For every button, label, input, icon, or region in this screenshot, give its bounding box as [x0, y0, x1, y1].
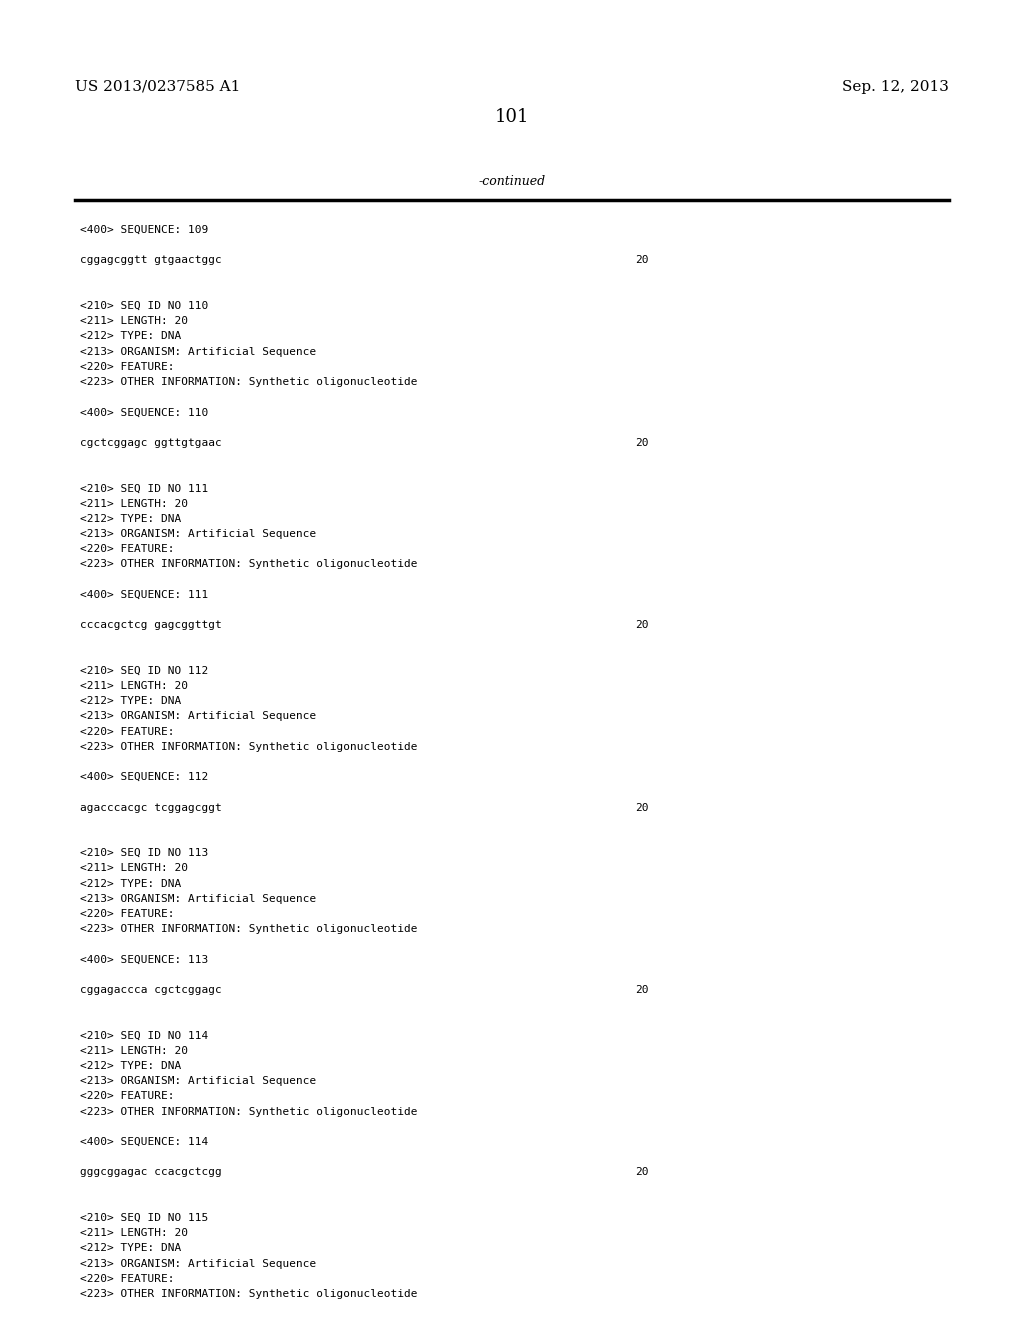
Text: <211> LENGTH: 20: <211> LENGTH: 20	[80, 863, 188, 874]
Text: cggagcggtt gtgaactggc: cggagcggtt gtgaactggc	[80, 255, 222, 265]
Text: cgctcggagc ggttgtgaac: cgctcggagc ggttgtgaac	[80, 438, 222, 447]
Text: <223> OTHER INFORMATION: Synthetic oligonucleotide: <223> OTHER INFORMATION: Synthetic oligo…	[80, 560, 418, 569]
Text: <210> SEQ ID NO 110: <210> SEQ ID NO 110	[80, 301, 208, 312]
Text: -continued: -continued	[478, 176, 546, 187]
Text: <212> TYPE: DNA: <212> TYPE: DNA	[80, 879, 181, 888]
Text: <212> TYPE: DNA: <212> TYPE: DNA	[80, 1243, 181, 1254]
Text: <212> TYPE: DNA: <212> TYPE: DNA	[80, 1061, 181, 1071]
Text: <223> OTHER INFORMATION: Synthetic oligonucleotide: <223> OTHER INFORMATION: Synthetic oligo…	[80, 1106, 418, 1117]
Text: <220> FEATURE:: <220> FEATURE:	[80, 1274, 174, 1284]
Text: <211> LENGTH: 20: <211> LENGTH: 20	[80, 499, 188, 508]
Text: <400> SEQUENCE: 111: <400> SEQUENCE: 111	[80, 590, 208, 599]
Text: <212> TYPE: DNA: <212> TYPE: DNA	[80, 513, 181, 524]
Text: <211> LENGTH: 20: <211> LENGTH: 20	[80, 317, 188, 326]
Text: <213> ORGANISM: Artificial Sequence: <213> ORGANISM: Artificial Sequence	[80, 894, 316, 904]
Text: <400> SEQUENCE: 109: <400> SEQUENCE: 109	[80, 224, 208, 235]
Text: <213> ORGANISM: Artificial Sequence: <213> ORGANISM: Artificial Sequence	[80, 1258, 316, 1269]
Text: <213> ORGANISM: Artificial Sequence: <213> ORGANISM: Artificial Sequence	[80, 529, 316, 539]
Text: <211> LENGTH: 20: <211> LENGTH: 20	[80, 1228, 188, 1238]
Text: <223> OTHER INFORMATION: Synthetic oligonucleotide: <223> OTHER INFORMATION: Synthetic oligo…	[80, 742, 418, 752]
Text: 20: 20	[635, 620, 648, 630]
Text: <223> OTHER INFORMATION: Synthetic oligonucleotide: <223> OTHER INFORMATION: Synthetic oligo…	[80, 1290, 418, 1299]
Text: <400> SEQUENCE: 112: <400> SEQUENCE: 112	[80, 772, 208, 783]
Text: 20: 20	[635, 1167, 648, 1177]
Text: <220> FEATURE:: <220> FEATURE:	[80, 544, 174, 554]
Text: Sep. 12, 2013: Sep. 12, 2013	[842, 81, 949, 94]
Text: 20: 20	[635, 438, 648, 447]
Text: <220> FEATURE:: <220> FEATURE:	[80, 726, 174, 737]
Text: <223> OTHER INFORMATION: Synthetic oligonucleotide: <223> OTHER INFORMATION: Synthetic oligo…	[80, 924, 418, 935]
Text: 20: 20	[635, 255, 648, 265]
Text: <210> SEQ ID NO 112: <210> SEQ ID NO 112	[80, 665, 208, 676]
Text: <400> SEQUENCE: 114: <400> SEQUENCE: 114	[80, 1137, 208, 1147]
Text: <211> LENGTH: 20: <211> LENGTH: 20	[80, 1045, 188, 1056]
Text: <400> SEQUENCE: 113: <400> SEQUENCE: 113	[80, 954, 208, 965]
Text: <212> TYPE: DNA: <212> TYPE: DNA	[80, 331, 181, 342]
Text: <210> SEQ ID NO 111: <210> SEQ ID NO 111	[80, 483, 208, 494]
Text: <213> ORGANISM: Artificial Sequence: <213> ORGANISM: Artificial Sequence	[80, 1076, 316, 1086]
Text: agacccacgc tcggagcggt: agacccacgc tcggagcggt	[80, 803, 222, 813]
Text: <212> TYPE: DNA: <212> TYPE: DNA	[80, 696, 181, 706]
Text: <213> ORGANISM: Artificial Sequence: <213> ORGANISM: Artificial Sequence	[80, 347, 316, 356]
Text: <220> FEATURE:: <220> FEATURE:	[80, 909, 174, 919]
Text: <210> SEQ ID NO 114: <210> SEQ ID NO 114	[80, 1031, 208, 1040]
Text: <210> SEQ ID NO 113: <210> SEQ ID NO 113	[80, 849, 208, 858]
Text: <400> SEQUENCE: 110: <400> SEQUENCE: 110	[80, 408, 208, 417]
Text: <220> FEATURE:: <220> FEATURE:	[80, 1092, 174, 1101]
Text: cccacgctcg gagcggttgt: cccacgctcg gagcggttgt	[80, 620, 222, 630]
Text: 20: 20	[635, 985, 648, 995]
Text: <210> SEQ ID NO 115: <210> SEQ ID NO 115	[80, 1213, 208, 1224]
Text: 101: 101	[495, 108, 529, 125]
Text: US 2013/0237585 A1: US 2013/0237585 A1	[75, 81, 241, 94]
Text: <213> ORGANISM: Artificial Sequence: <213> ORGANISM: Artificial Sequence	[80, 711, 316, 722]
Text: 20: 20	[635, 803, 648, 813]
Text: gggcggagac ccacgctcgg: gggcggagac ccacgctcgg	[80, 1167, 222, 1177]
Text: cggagaccca cgctcggagc: cggagaccca cgctcggagc	[80, 985, 222, 995]
Text: <211> LENGTH: 20: <211> LENGTH: 20	[80, 681, 188, 690]
Text: <223> OTHER INFORMATION: Synthetic oligonucleotide: <223> OTHER INFORMATION: Synthetic oligo…	[80, 378, 418, 387]
Text: <220> FEATURE:: <220> FEATURE:	[80, 362, 174, 372]
